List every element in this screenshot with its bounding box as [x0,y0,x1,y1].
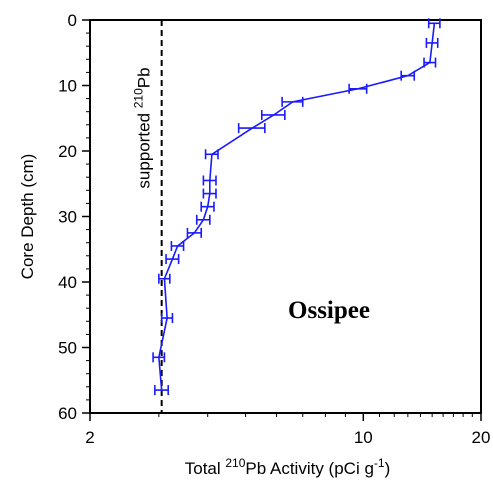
supported-pb-label: supported 210Pb [132,67,154,188]
site-annotation: Ossipee [288,297,370,324]
x-tick-label: 10 [354,428,373,447]
data-point [186,227,203,238]
y-tick-label: 10 [58,77,77,96]
y-tick-label: 20 [58,142,77,161]
data-point [400,70,416,81]
y-axis-title: Core Depth (cm) [18,154,37,280]
y-tick-label: 0 [68,11,77,30]
x-tick-label: 20 [472,428,491,447]
y-tick-label: 30 [58,208,77,227]
data-point [165,254,180,265]
data-point [260,109,286,120]
data-point [195,214,211,225]
data-point [202,188,217,199]
x-tick-label: 2 [85,428,94,447]
data-point [281,96,304,107]
data-point [152,352,166,363]
series-line [158,23,436,391]
data-point [237,123,266,134]
data-point [348,83,368,94]
data-point [423,57,437,68]
data-point [158,273,171,284]
y-tick-label: 50 [58,339,77,358]
data-point [427,18,441,29]
data-point [425,37,439,48]
data-point [170,240,185,251]
y-tick-label: 60 [58,404,77,423]
y-tick-label: 40 [58,273,77,292]
data-point [200,201,215,212]
data-point [202,175,217,186]
data-point [154,385,170,396]
data-point [160,313,174,324]
data-point [204,149,219,160]
x-axis-title: Total 210Pb Activity (pCi g-1) [185,456,391,478]
